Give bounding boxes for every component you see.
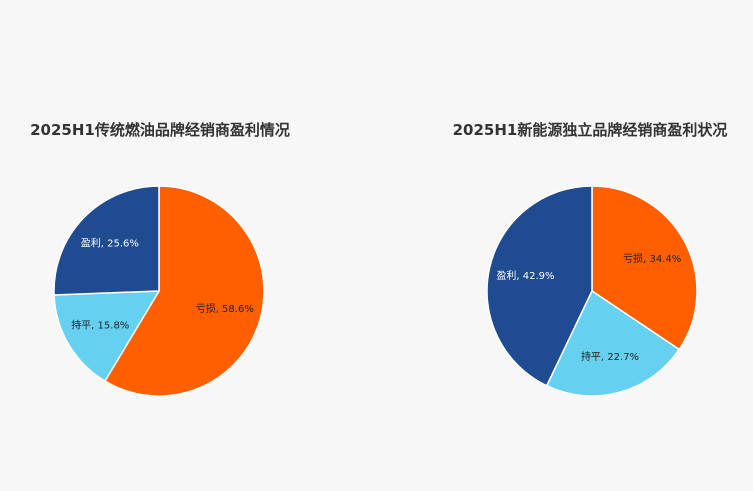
data-label: 持平, 22.7% <box>581 350 639 363</box>
data-label: 盈利, 42.9% <box>496 270 554 282</box>
pie-slice <box>53 185 160 296</box>
pie-slice <box>486 185 593 387</box>
data-label: 亏损, 34.4% <box>623 252 681 265</box>
data-label: 盈利, 25.6% <box>81 238 139 250</box>
data-label: 亏损, 58.6% <box>196 302 254 315</box>
chart-title: 2025H1传统燃油品牌经销商盈利情况 <box>30 121 290 139</box>
chart-title: 2025H1新能源独立品牌经销商盈利状况 <box>453 121 728 139</box>
pie-slice <box>53 290 161 383</box>
pie-slice <box>591 185 698 351</box>
pie-slice <box>103 185 265 397</box>
data-label: 持平, 15.8% <box>71 319 129 332</box>
